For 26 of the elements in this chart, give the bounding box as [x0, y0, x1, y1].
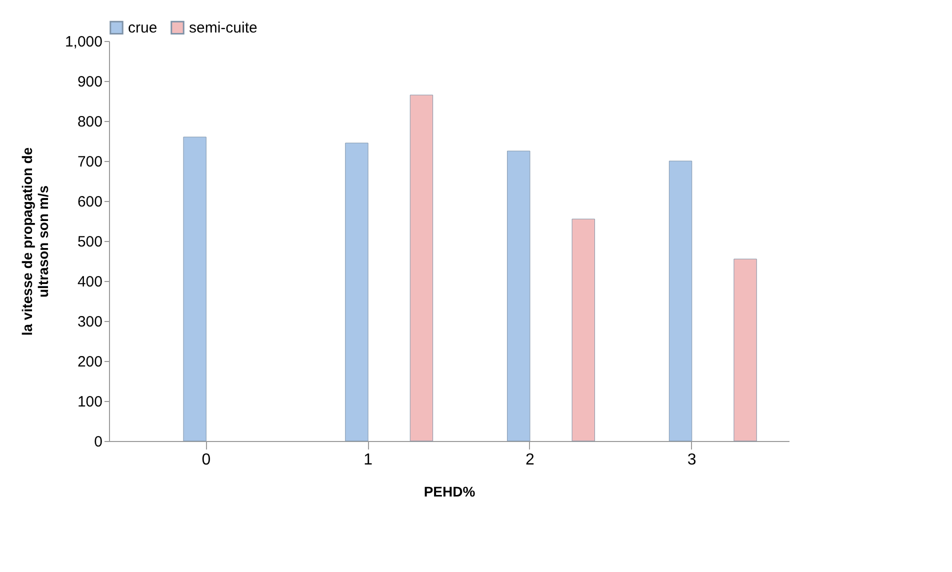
- x-axis-title: PEHD%: [424, 484, 476, 500]
- y-tick-label: 400: [77, 274, 102, 290]
- y-tick-label: 700: [77, 154, 102, 170]
- legend-label: crue: [128, 20, 158, 37]
- bar: [183, 136, 206, 442]
- x-tick-label: 1: [364, 452, 373, 468]
- bar: [572, 218, 595, 442]
- y-tick-label: 200: [77, 354, 102, 370]
- y-tick-label: 0: [94, 434, 102, 450]
- x-tick-label: 0: [202, 452, 211, 468]
- bar: [410, 94, 434, 442]
- x-tick-label: 2: [526, 452, 534, 468]
- y-tick-label: 1,000: [64, 34, 102, 50]
- y-axis-title: la vitesse de propagation de ultrason son m/s: [18, 147, 51, 336]
- y-tick-label: 600: [77, 194, 102, 210]
- y-tick-label: 500: [77, 234, 102, 250]
- bar: [668, 160, 692, 442]
- bar: [345, 142, 368, 442]
- bar: [507, 150, 530, 442]
- y-tick-label: 800: [77, 114, 102, 130]
- x-tick-label: 3: [687, 452, 696, 468]
- y-tick-label: 300: [77, 314, 102, 330]
- y-tick-label: 900: [77, 74, 102, 90]
- legend-label: semi-cuite: [189, 20, 258, 37]
- bar: [734, 258, 757, 442]
- y-tick-label: 100: [77, 394, 102, 410]
